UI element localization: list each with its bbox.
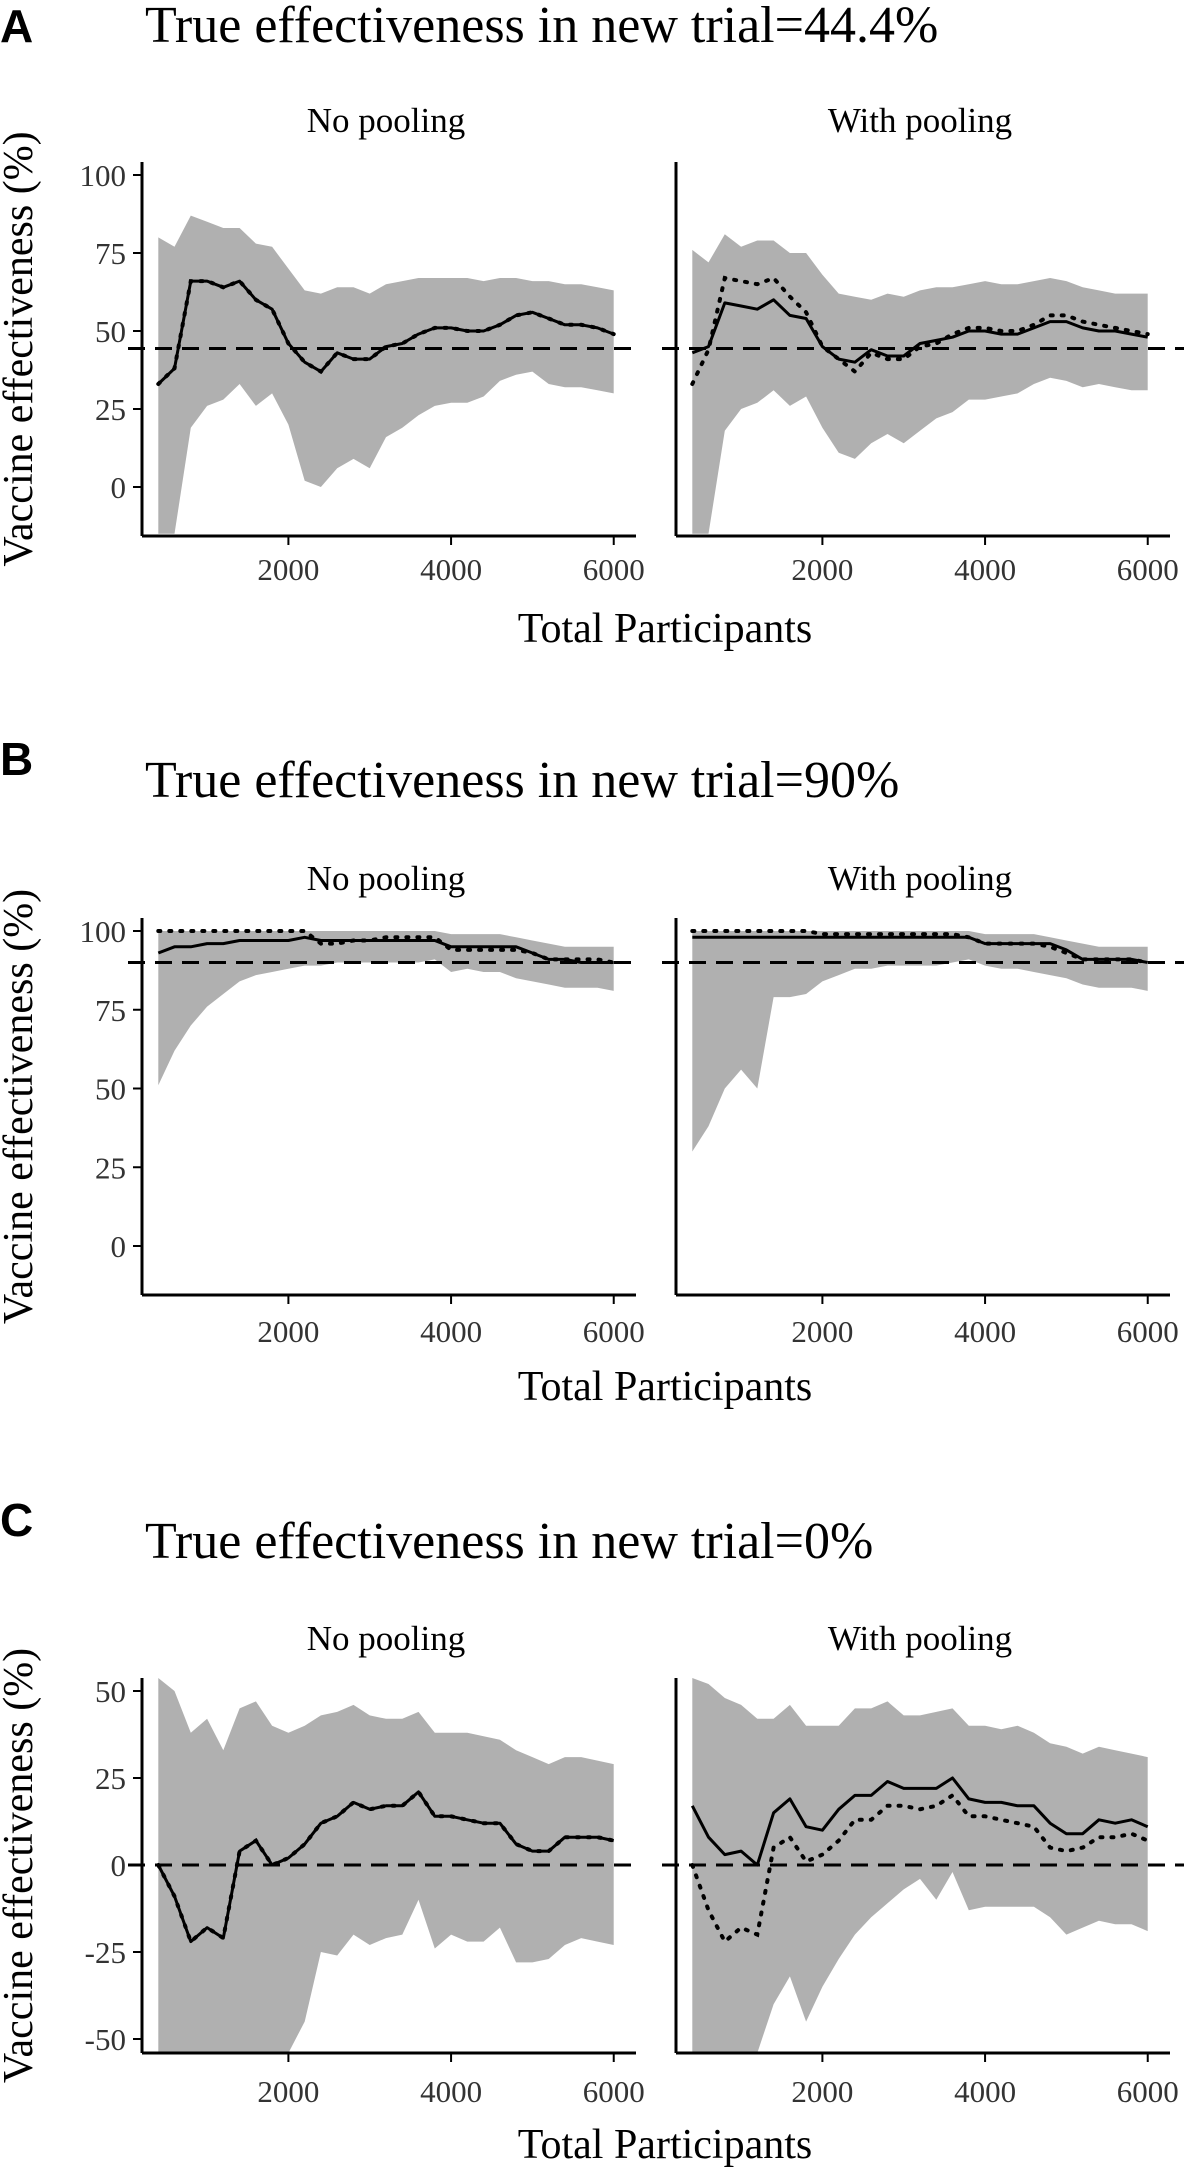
y-tick-label: 0 (111, 1848, 127, 1883)
y-tick-label: 25 (95, 392, 126, 427)
y-tick-label: 25 (95, 1761, 126, 1796)
x-tick-label: 2000 (257, 2074, 319, 2109)
facet-with-pooling: With pooling 2000 4000 6000 (662, 859, 1184, 1349)
x-tick-label: 4000 (954, 2074, 1016, 2109)
x-tick-label: 4000 (954, 1314, 1016, 1349)
panel-letter: C (0, 1494, 33, 1546)
x-tick-label: 2000 (257, 552, 319, 587)
dotted-series-line (156, 929, 616, 965)
confidence-band (158, 215, 614, 534)
facet-no-pooling: No pooling 2000 4000 6000 -50 -25 0 25 50 (85, 1619, 645, 2109)
x-tick-label: 4000 (420, 2074, 482, 2109)
dotted-series-line (156, 1788, 616, 1946)
dotted-series-line (156, 278, 616, 386)
y-tick-label: 100 (80, 158, 127, 193)
x-axis-title: Total Participants (518, 606, 813, 652)
x-tick-label: 6000 (1117, 552, 1179, 587)
x-tick-label: 4000 (420, 552, 482, 587)
y-tick-label: 0 (111, 1229, 127, 1264)
dotted-series-line (690, 929, 1150, 965)
dotted-series-line (690, 275, 1150, 386)
solid-series-line (157, 935, 614, 964)
y-tick-label: 25 (95, 1150, 126, 1185)
panel-letter: B (0, 733, 33, 785)
y-axis-title: Vaccine effectiveness (%) (0, 1648, 42, 2083)
x-tick-label: 6000 (583, 2074, 645, 2109)
solid-series-line (691, 298, 1148, 364)
panel-title: True effectiveness in new trial=0% (145, 1513, 873, 1570)
facet-label: No pooling (307, 101, 465, 140)
y-tick-label: -50 (85, 2022, 126, 2057)
y-tick-label: 50 (95, 1674, 126, 1709)
y-tick-label: 75 (95, 236, 126, 271)
x-tick-label: 4000 (420, 1314, 482, 1349)
panel-b: B True effectiveness in new trial=90% Vacc… (0, 733, 1184, 1410)
dotted-series-line (690, 1792, 1150, 1945)
x-tick-label: 6000 (583, 552, 645, 587)
facet-no-pooling: No pooling 2000 4000 6000 0 25 50 75 100 (80, 101, 645, 587)
facet-label: No pooling (307, 859, 465, 898)
x-tick-label: 4000 (954, 552, 1016, 587)
panel-title: True effectiveness in new trial=44.4% (145, 0, 938, 54)
x-tick-label: 2000 (791, 552, 853, 587)
y-tick-label: 50 (95, 314, 126, 349)
panel-title: True effectiveness in new trial=90% (145, 752, 899, 809)
facet-label: With pooling (828, 1619, 1012, 1658)
y-tick-label: -25 (85, 1935, 126, 1970)
y-tick-label: 50 (95, 1072, 126, 1107)
y-axis-title: Vaccine effectiveness (%) (0, 889, 42, 1324)
x-axis-title: Total Participants (518, 2122, 813, 2168)
facet-with-pooling: With pooling 2000 4000 6000 (662, 1619, 1184, 2109)
x-tick-label: 2000 (791, 2074, 853, 2109)
panel-a: A True effectiveness in new trial=44.4% Va… (0, 0, 1184, 652)
x-tick-label: 6000 (1117, 2074, 1179, 2109)
y-tick-label: 0 (111, 470, 127, 505)
confidence-band (158, 931, 614, 1086)
y-tick-label: 75 (95, 993, 126, 1028)
x-tick-label: 2000 (257, 1314, 319, 1349)
facet-with-pooling: With pooling 2000 4000 6000 (662, 101, 1184, 587)
solid-series-line (690, 1776, 1149, 1867)
facet-label: No pooling (307, 1619, 465, 1658)
x-tick-label: 6000 (1117, 1314, 1179, 1349)
facet-no-pooling: No pooling 2000 4000 6000 0 25 50 75 100 (80, 859, 645, 1349)
facet-label: With pooling (828, 101, 1012, 140)
confidence-band (692, 234, 1148, 534)
x-tick-label: 2000 (791, 1314, 853, 1349)
facet-label: With pooling (828, 859, 1012, 898)
x-tick-label: 6000 (583, 1314, 645, 1349)
panel-c: C True effectiveness in new trial=0% Vacci… (0, 1494, 1184, 2168)
y-tick-label: 100 (80, 914, 127, 949)
confidence-band (692, 931, 1148, 1152)
x-axis-title: Total Participants (518, 1364, 813, 1410)
panel-letter: A (0, 0, 33, 52)
y-axis-title: Vaccine effectiveness (%) (0, 131, 42, 566)
solid-series-line (692, 935, 1148, 964)
